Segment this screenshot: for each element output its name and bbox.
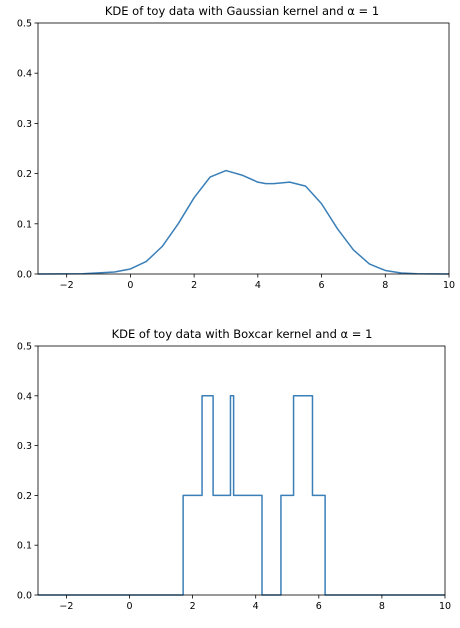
y-tick-label: 0.2	[17, 491, 32, 502]
axes-frame	[37, 22, 450, 275]
y-tick-label: 0.1	[17, 541, 32, 552]
x-tick-label: 0	[126, 601, 132, 612]
chart-title: KDE of toy data with Boxcar kernel and α…	[112, 327, 373, 341]
x-tick-label: 4	[255, 280, 261, 291]
gaussian-kde-chart: KDE of toy data with Gaussian kernel and…	[17, 4, 455, 291]
x-tick-label: 0	[127, 280, 133, 291]
x-tick-label: 2	[190, 601, 196, 612]
y-tick-label: 0.4	[17, 391, 32, 402]
x-tick-label: 6	[316, 601, 322, 612]
x-tick-label: 8	[379, 601, 385, 612]
y-tick-label: 0.5	[17, 342, 32, 353]
chart-title: KDE of toy data with Gaussian kernel and…	[105, 4, 379, 18]
y-tick-label: 0.0	[17, 270, 32, 281]
y-tick-label: 0.4	[17, 69, 32, 80]
x-tick-label: 2	[191, 280, 197, 291]
axes-frame	[37, 345, 446, 596]
x-tick-label: −2	[60, 280, 74, 291]
y-tick-label: 0.1	[17, 219, 32, 230]
y-tick-label: 0.2	[17, 169, 32, 180]
kde-series-line	[38, 395, 445, 596]
x-tick-label: 10	[443, 280, 455, 291]
y-tick-label: 0.3	[17, 441, 32, 452]
x-tick-label: −2	[59, 601, 73, 612]
kde-series-line	[37, 169, 450, 275]
x-tick-label: 10	[439, 601, 451, 612]
y-tick-label: 0.5	[17, 19, 32, 30]
x-tick-label: 6	[319, 280, 325, 291]
boxcar-kde-chart: KDE of toy data with Boxcar kernel and α…	[17, 327, 451, 612]
x-tick-label: 8	[382, 280, 388, 291]
x-tick-label: 4	[253, 601, 259, 612]
y-tick-label: 0.3	[17, 119, 32, 130]
y-tick-label: 0.0	[17, 591, 32, 602]
